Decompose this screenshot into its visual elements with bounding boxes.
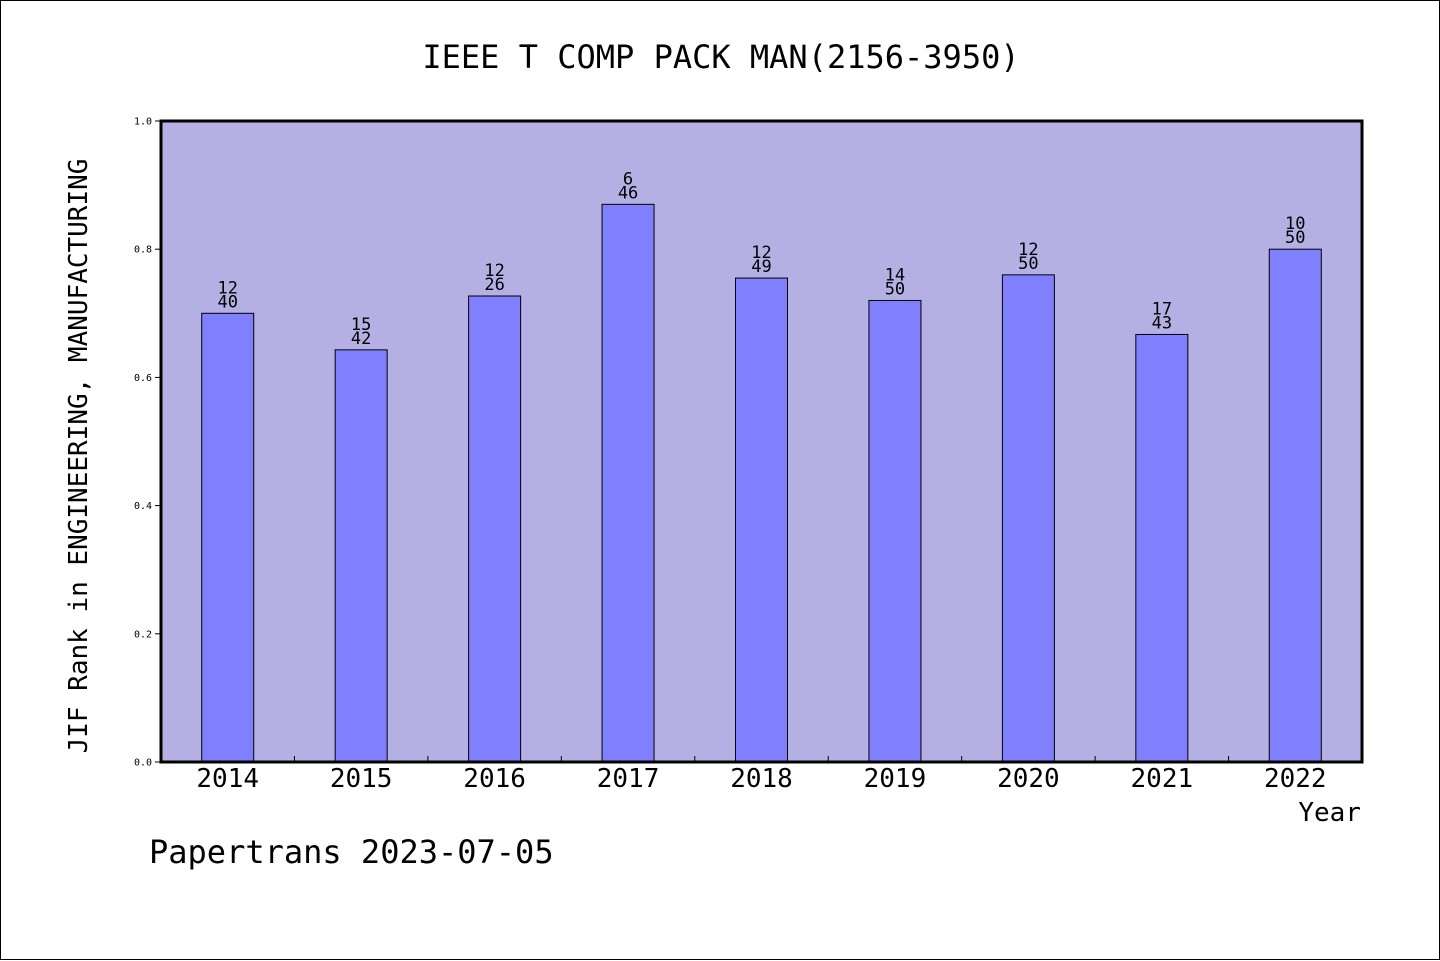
bar-rank-label: 12 (751, 243, 771, 263)
bar-2018 (735, 277, 788, 763)
y-tick-label: 0.6 (134, 373, 152, 384)
y-axis: 0.0 0.2 0.4 0.6 0.8 1.0 (134, 117, 161, 769)
bar-rank-label: 10 (1285, 214, 1305, 234)
bar-2021 (1135, 333, 1189, 763)
bar-total-label: 26 (484, 275, 504, 295)
x-axis-label: Year (1298, 798, 1361, 828)
bar-total-label: 50 (1285, 228, 1305, 248)
bar-rank-label: 6 (623, 169, 633, 189)
bar-total-label: 50 (885, 279, 905, 299)
bar-total-label: 50 (1018, 254, 1038, 274)
y-axis-label: JIF Rank in ENGINEERING, MANUFACTURING (64, 159, 94, 754)
x-tick-label: 2017 (597, 764, 660, 794)
bar-total-label: 46 (618, 183, 638, 203)
x-tick-label: 2021 (1131, 764, 1194, 794)
bar-rank-label: 17 (1152, 299, 1172, 319)
x-tick-label: 2019 (864, 764, 927, 794)
bar-total-label: 43 (1152, 313, 1172, 333)
x-tick-label: 2016 (463, 764, 526, 794)
bar-2014 (201, 312, 255, 763)
y-tick-label: 0.2 (134, 629, 152, 640)
bar-rank-label: 12 (1018, 240, 1038, 260)
chart-title: IEEE T COMP PACK MAN(2156-3950) (422, 38, 1019, 76)
y-tick-label: 1.0 (134, 117, 152, 128)
y-tick-label: 0.8 (134, 245, 152, 256)
bar-2019 (868, 299, 922, 763)
bar-rank-label: 15 (351, 315, 371, 335)
x-axis: 2014 2015 2016 2017 2018 2019 2020 2021 2022 (196, 756, 1327, 794)
bar-rank-label: 14 (885, 265, 905, 285)
footer-credit: Papertrans 2023-07-05 (149, 833, 554, 871)
bar-2015 (334, 349, 388, 763)
x-tick-label: 2015 (330, 764, 393, 794)
bar-rank-label: 12 (484, 261, 504, 281)
bar-2017 (601, 203, 655, 763)
bar-2022 (1268, 248, 1322, 763)
y-tick-label: 0.4 (134, 501, 152, 512)
bar-total-label: 40 (217, 292, 237, 312)
bar-2016 (468, 295, 522, 763)
x-tick-label: 2022 (1264, 764, 1327, 794)
bar-2020 (1001, 274, 1055, 763)
x-tick-label: 2020 (997, 764, 1060, 794)
x-tick-label: 2018 (730, 764, 793, 794)
plot-border (159, 119, 1364, 764)
x-tick-label: 2014 (196, 764, 259, 794)
bar-total-label: 49 (751, 257, 771, 277)
bar-total-label: 42 (351, 329, 371, 349)
bar-rank-label: 12 (217, 278, 237, 298)
y-tick-label: 0.0 (134, 758, 152, 769)
